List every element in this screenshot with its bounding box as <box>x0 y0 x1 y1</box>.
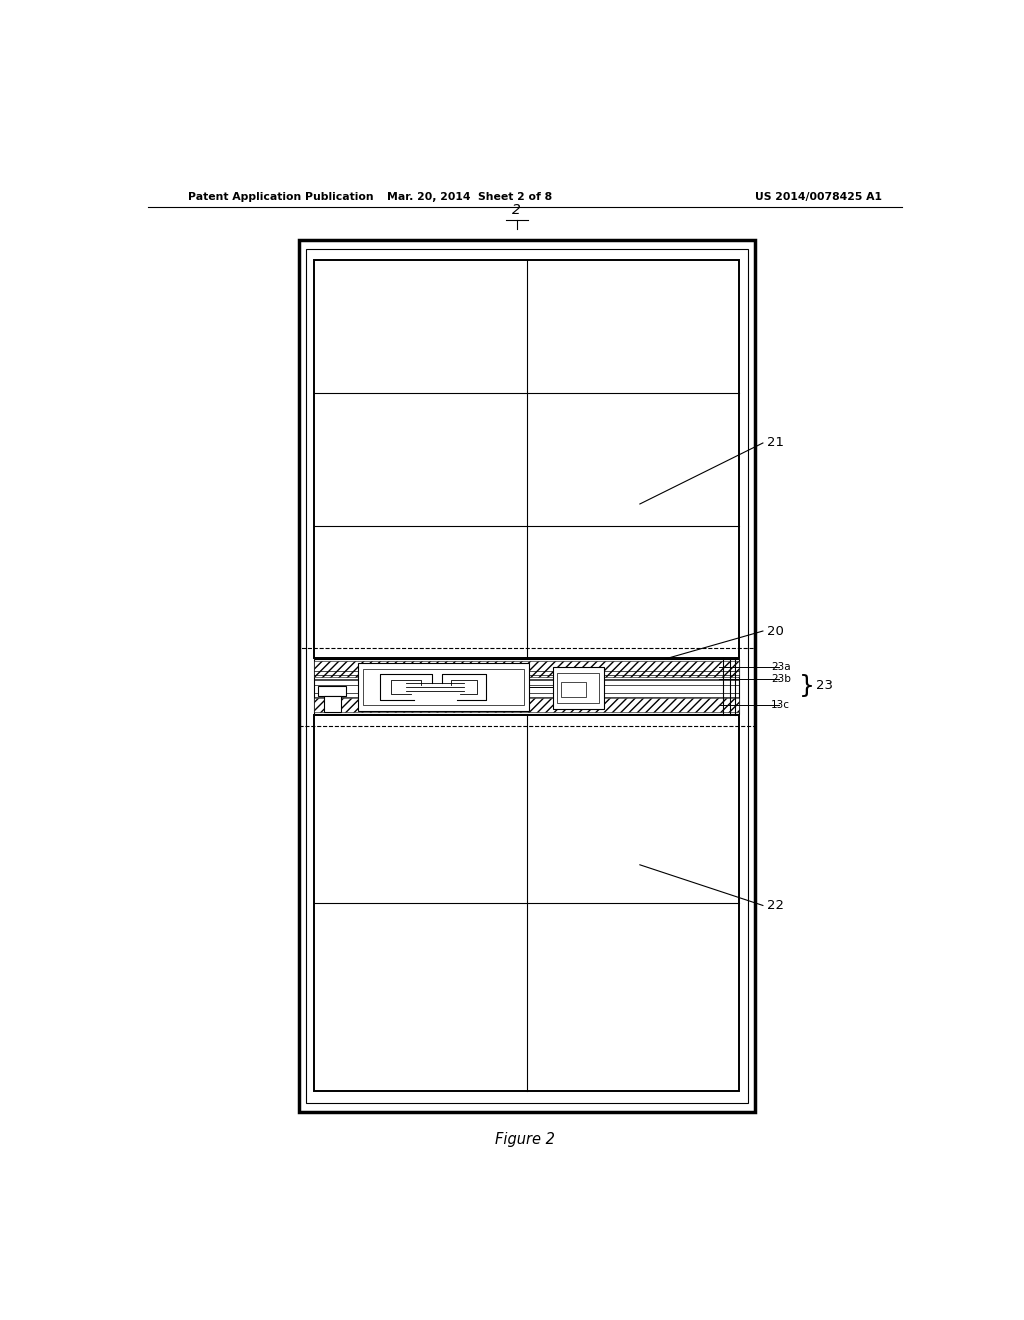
Bar <box>358 663 528 711</box>
Bar <box>306 249 748 1102</box>
Bar <box>557 673 599 704</box>
Bar <box>314 698 739 713</box>
Text: 23b: 23b <box>771 673 791 684</box>
Bar <box>314 715 739 1092</box>
Text: 23: 23 <box>816 680 834 693</box>
Bar <box>314 260 739 659</box>
Bar <box>553 667 604 709</box>
Text: Patent Application Publication: Patent Application Publication <box>187 191 373 202</box>
Text: Mar. 20, 2014  Sheet 2 of 8: Mar. 20, 2014 Sheet 2 of 8 <box>387 191 552 202</box>
Text: 21: 21 <box>767 437 783 450</box>
Bar <box>362 669 524 705</box>
Bar <box>314 660 739 714</box>
Text: 23a: 23a <box>771 661 791 672</box>
Bar <box>299 648 755 726</box>
Text: 22: 22 <box>767 899 783 912</box>
Text: 13c: 13c <box>771 700 790 710</box>
Text: }: } <box>799 675 815 698</box>
Text: 20: 20 <box>767 624 783 638</box>
Bar <box>324 696 341 713</box>
Bar <box>299 240 755 1111</box>
Bar <box>314 660 739 677</box>
Text: Figure 2: Figure 2 <box>495 1131 555 1147</box>
Bar <box>318 686 346 696</box>
Text: 2: 2 <box>512 203 521 218</box>
Text: US 2014/0078425 A1: US 2014/0078425 A1 <box>755 191 882 202</box>
Bar <box>560 682 587 697</box>
